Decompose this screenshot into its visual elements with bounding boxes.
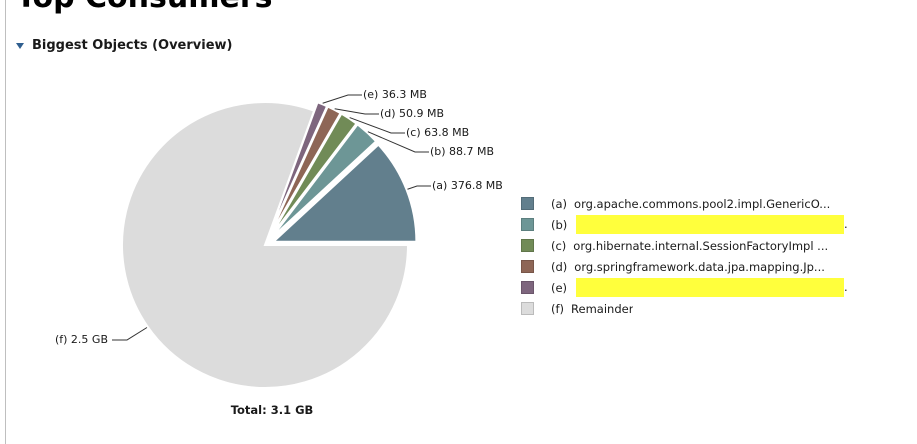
legend-item[interactable]: (a) org.apache.commons.pool2.impl.Generic… [521,193,861,214]
slice-value-label: (a) 376.8 MB [432,179,503,192]
slice-value-label: (b) 88.7 MB [430,145,494,158]
legend-label: org.hibernate.internal.SessionFactoryImp… [573,238,829,253]
legend-swatch [521,281,534,294]
slice-label-leaders [112,94,431,341]
pie-slice-c[interactable] [269,112,358,239]
slice-value-label: (f) 2.5 GB [55,333,108,346]
slice-leader-line [334,108,379,115]
legend-swatch [521,260,534,273]
redaction-highlight [576,215,844,234]
legend-key: (c) [551,238,567,253]
slice-leader-line [349,117,405,134]
legend-item[interactable]: (f) Remainder [521,298,861,319]
legend-swatch [521,239,534,252]
pie-slice-a[interactable] [270,143,418,243]
pie-slices [121,101,418,389]
legend-key: (b) [551,217,568,232]
legend-item[interactable]: (e). [521,277,861,298]
pie-slice-b[interactable] [270,123,378,240]
legend-key: (a) [551,196,568,211]
page-title: Top Consumers [16,0,272,15]
legend-key: (f) [551,301,565,316]
legend-key: (d) [551,259,568,274]
legend-label: org.springframework.data.jpa.mapping.Jp.… [574,259,825,274]
slice-value-label: (c) 63.8 MB [406,126,469,139]
redaction-highlight [576,278,844,297]
legend-item[interactable]: (b). [521,214,861,235]
legend-label: Remainder [571,301,634,316]
chart-total-label: Total: 3.1 GB [231,403,314,417]
slice-value-label: (e) 36.3 MB [363,88,427,101]
section-title: Biggest Objects (Overview) [32,38,233,53]
legend-text-tail: . [844,280,848,294]
pie-slice-e[interactable] [267,101,329,238]
legend-swatch [521,197,534,210]
slice-leader-line [322,94,362,104]
legend-key: (e) [551,280,568,295]
slice-labels: (a) 376.8 MB (b) 88.7 MB (c) 63.8 MB (d) 50… [55,88,503,346]
left-border [5,0,6,444]
legend-swatch [521,218,534,231]
chart-legend: (a) org.apache.commons.pool2.impl.Generic… [521,193,861,319]
pie-slice-f[interactable] [121,101,410,389]
slice-leader-line [367,131,429,153]
section-header[interactable]: Biggest Objects (Overview) [16,38,232,53]
legend-swatch [521,302,534,315]
legend-label: org.apache.commons.pool2.impl.GenericO..… [574,196,831,211]
legend-item[interactable]: (c) org.hibernate.internal.SessionFactory… [521,235,861,256]
legend-item[interactable]: (d) org.springframework.data.jpa.mapping.… [521,256,861,277]
collapse-triangle-icon[interactable] [16,43,24,49]
slice-value-label: (d) 50.9 MB [380,107,444,120]
slice-leader-line [407,185,431,190]
legend-text-tail: . [844,217,848,231]
slice-leader-line [112,327,148,341]
